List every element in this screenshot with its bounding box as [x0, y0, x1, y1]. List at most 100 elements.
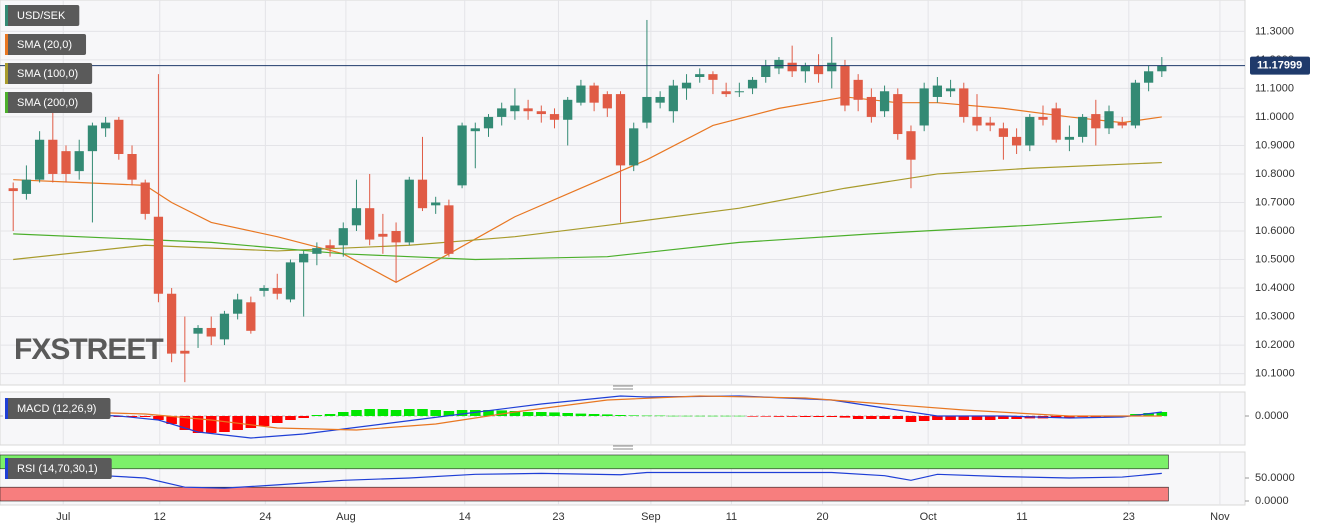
x-tick-label: 11: [1016, 511, 1027, 523]
histogram-bar: [628, 415, 640, 416]
histogram-bar: [139, 416, 151, 417]
last-price-box: [1250, 56, 1310, 75]
legend-label: USD/SEK: [17, 10, 66, 22]
candle-body: [100, 122, 111, 129]
line: [13, 395, 1162, 439]
last-price-label: 11.17999: [1257, 60, 1302, 72]
candle-body: [193, 327, 203, 334]
histogram-bar: [773, 416, 785, 417]
legend-item: SMA (20,0): [5, 34, 87, 55]
y-tick-label: 10.8000: [1255, 168, 1295, 180]
x-tick-label: 23: [552, 511, 564, 523]
candle-body: [919, 88, 929, 126]
candle-body: [299, 253, 309, 263]
candle-body: [1077, 116, 1088, 137]
candle-body: [853, 79, 863, 100]
histogram-bar: [483, 410, 494, 416]
y-tick-label: 10.7000: [1255, 196, 1295, 208]
legend-item: SMA (200,0): [5, 92, 93, 113]
legend-box: [5, 34, 87, 55]
histogram-bar: [839, 416, 851, 418]
y-tick-label: 0.0000: [1255, 410, 1289, 422]
candle-body: [523, 108, 533, 112]
histogram-bar: [813, 416, 824, 417]
panel-handle: [613, 385, 633, 450]
candle-body: [800, 65, 810, 72]
candle-body: [285, 262, 296, 300]
legend-swatch: [5, 63, 8, 84]
histogram-bar: [1064, 416, 1075, 418]
histogram-bar: [443, 411, 455, 416]
candle-body: [180, 350, 190, 354]
histogram-bar: [786, 416, 798, 417]
candle-body: [615, 94, 626, 166]
candle-body: [325, 245, 335, 249]
histogram-bar: [971, 416, 983, 420]
candle-body: [34, 139, 45, 180]
histogram-bar: [258, 416, 270, 426]
histogram-bar: [800, 416, 811, 417]
candle-body: [497, 108, 507, 117]
candle-body: [655, 96, 665, 103]
y-tick-label: 0.0000: [1255, 495, 1289, 507]
y-tick-label: 10.5000: [1255, 253, 1295, 265]
candle-body: [114, 119, 124, 154]
histogram-bar: [285, 416, 296, 420]
legend-swatch: [5, 34, 8, 55]
price-panel: [0, 0, 1246, 386]
histogram-bar: [681, 415, 692, 417]
candle-body: [589, 85, 599, 103]
y-tick-label: 11.1000: [1255, 82, 1294, 94]
histogram-bar: [615, 415, 626, 416]
legend-box: [5, 458, 112, 479]
legend-box: [5, 92, 93, 113]
x-tick-label: Nov: [1210, 511, 1230, 523]
candle-body: [576, 85, 586, 103]
histogram-bar: [271, 416, 283, 423]
candle-body: [1064, 136, 1075, 140]
candle-body: [48, 139, 58, 174]
histogram-bar: [562, 413, 573, 416]
y-tick-label: 10.4000: [1255, 282, 1295, 294]
histogram-bar: [205, 416, 217, 433]
legend-box: [5, 5, 80, 26]
legend-item: SMA (100,0): [5, 63, 93, 84]
candle-body: [259, 288, 269, 291]
y-tick-label: 50.0000: [1255, 472, 1295, 484]
candle-body: [1117, 122, 1127, 126]
y-tick-label: 10.6000: [1255, 225, 1295, 237]
histogram-bar: [219, 416, 230, 432]
histogram-bar: [430, 410, 441, 416]
histogram-bar: [298, 416, 309, 418]
histogram-bar: [826, 416, 838, 417]
legend-swatch: [5, 398, 8, 419]
candle-body: [61, 151, 71, 174]
legend-box: [5, 63, 93, 84]
legend-swatch: [5, 5, 8, 26]
legend-label: MACD (12,26,9): [17, 403, 96, 415]
histogram-bar: [958, 416, 970, 420]
candle-body: [668, 85, 678, 112]
candle-body: [563, 99, 573, 120]
candle-body: [87, 125, 98, 152]
candle-body: [233, 299, 243, 314]
histogram-bar: [641, 415, 653, 417]
histogram-bar: [324, 414, 336, 416]
histogram-bar: [390, 410, 402, 416]
candle-body: [167, 293, 177, 354]
candle-body: [945, 88, 956, 92]
x-tick-label: 11: [726, 511, 737, 523]
histogram-bar: [549, 412, 560, 416]
histogram-bar: [337, 412, 349, 416]
candle-body: [642, 96, 652, 123]
candle-body: [549, 114, 560, 120]
candle-body: [1144, 71, 1154, 83]
line: [13, 161, 1162, 261]
line: [13, 96, 1162, 284]
y-tick-label: 11.3000: [1255, 25, 1294, 37]
histogram-bar: [417, 409, 428, 416]
histogram-bar: [668, 415, 679, 417]
histogram-bar: [892, 416, 904, 419]
candle-body: [378, 233, 388, 237]
candle-body: [483, 116, 494, 129]
